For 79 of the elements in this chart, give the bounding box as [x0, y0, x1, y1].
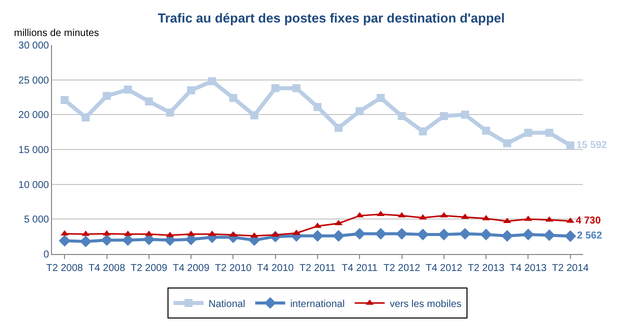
y-tick-label: 10 000	[18, 180, 50, 191]
point	[482, 214, 490, 220]
point	[102, 92, 111, 100]
data-label: 2 562	[576, 230, 602, 242]
point	[229, 94, 238, 102]
y-tick-label: 30 000	[18, 40, 50, 52]
point	[122, 234, 134, 246]
point	[418, 127, 427, 136]
point	[374, 228, 387, 240]
y-tick-label: 15 000	[18, 145, 50, 156]
point	[292, 84, 300, 92]
y-tick-label: 20 000	[18, 110, 50, 122]
point	[312, 230, 324, 242]
point	[545, 128, 554, 137]
point	[250, 232, 258, 238]
y-tick-label: 0	[43, 250, 50, 260]
x-tick-label: T4 2009	[172, 263, 210, 274]
point	[566, 141, 574, 150]
point	[144, 97, 153, 106]
point	[80, 236, 92, 248]
point	[459, 228, 471, 240]
point	[250, 111, 258, 120]
point	[187, 86, 196, 94]
x-tick-label: T2 2014	[552, 263, 590, 274]
point	[480, 228, 492, 240]
point	[58, 234, 70, 247]
point	[354, 228, 366, 240]
point	[376, 210, 385, 216]
point	[398, 112, 406, 120]
point	[376, 94, 385, 102]
point	[418, 214, 427, 220]
data-label: 15 592	[576, 140, 608, 151]
legend-label: National	[208, 298, 246, 310]
point	[60, 96, 69, 104]
y-axis-title: millions de minutes	[14, 28, 100, 39]
point	[543, 229, 556, 242]
point	[396, 228, 408, 240]
point	[334, 220, 343, 226]
point	[417, 228, 429, 240]
point	[440, 112, 448, 120]
x-tick-label: T2 2012	[383, 263, 421, 274]
x-tick-label: T2 2008	[46, 263, 84, 274]
x-tick-label: T4 2010	[257, 263, 294, 274]
point	[564, 230, 576, 242]
x-tick-label: T2 2013	[468, 263, 505, 274]
point	[503, 218, 512, 224]
point	[102, 230, 111, 236]
point	[461, 110, 469, 119]
point	[271, 84, 280, 92]
point	[208, 77, 216, 86]
point	[332, 230, 344, 242]
point	[503, 139, 512, 148]
point	[501, 230, 513, 242]
chart-title: Trafic au départ des postes fixes par destination d'appel	[158, 10, 505, 26]
point	[522, 228, 534, 240]
point	[334, 124, 343, 132]
point	[356, 107, 364, 116]
y-tick-label: 25 000	[18, 75, 50, 86]
x-tick-label: T2 2011	[300, 263, 336, 274]
data-label: 4 730	[576, 216, 602, 227]
point	[314, 103, 322, 111]
point	[438, 228, 450, 240]
point	[60, 230, 69, 236]
legend-label: vers les mobiles	[390, 298, 462, 310]
point	[524, 128, 532, 137]
point	[166, 108, 174, 117]
point	[124, 86, 132, 94]
y-tick-label: 5 000	[24, 214, 50, 226]
x-tick-label: T4 2013	[510, 263, 547, 274]
x-tick-label: T4 2012	[426, 263, 463, 274]
x-tick-label: T2 2009	[130, 263, 168, 274]
legend-label: international	[290, 298, 345, 310]
point	[482, 126, 490, 135]
x-tick-label: T4 2011	[342, 263, 378, 274]
point	[100, 234, 113, 246]
x-tick-label: T4 2008	[88, 263, 126, 274]
x-tick-label: T2 2010	[214, 263, 252, 274]
point	[82, 113, 90, 122]
point	[545, 216, 554, 222]
